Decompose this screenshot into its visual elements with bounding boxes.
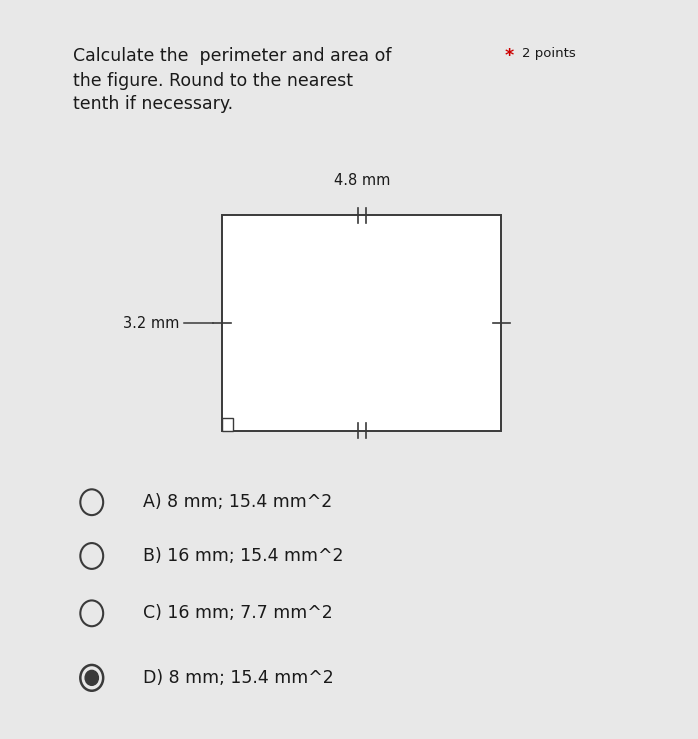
Circle shape xyxy=(85,670,98,685)
Text: A) 8 mm; 15.4 mm^2: A) 8 mm; 15.4 mm^2 xyxy=(142,493,332,511)
Text: the figure. Round to the nearest: the figure. Round to the nearest xyxy=(73,72,352,90)
Bar xyxy=(222,216,501,431)
Text: *: * xyxy=(505,47,514,65)
Text: 3.2 mm: 3.2 mm xyxy=(123,316,179,330)
Text: tenth if necessary.: tenth if necessary. xyxy=(73,95,233,113)
Text: 4.8 mm: 4.8 mm xyxy=(334,173,390,188)
Text: C) 16 mm; 7.7 mm^2: C) 16 mm; 7.7 mm^2 xyxy=(142,605,332,622)
Bar xyxy=(222,418,233,431)
Text: 2 points: 2 points xyxy=(522,47,576,60)
Text: B) 16 mm; 15.4 mm^2: B) 16 mm; 15.4 mm^2 xyxy=(142,547,343,565)
Text: Calculate the  perimeter and area of: Calculate the perimeter and area of xyxy=(73,47,396,65)
Text: D) 8 mm; 15.4 mm^2: D) 8 mm; 15.4 mm^2 xyxy=(142,669,334,687)
